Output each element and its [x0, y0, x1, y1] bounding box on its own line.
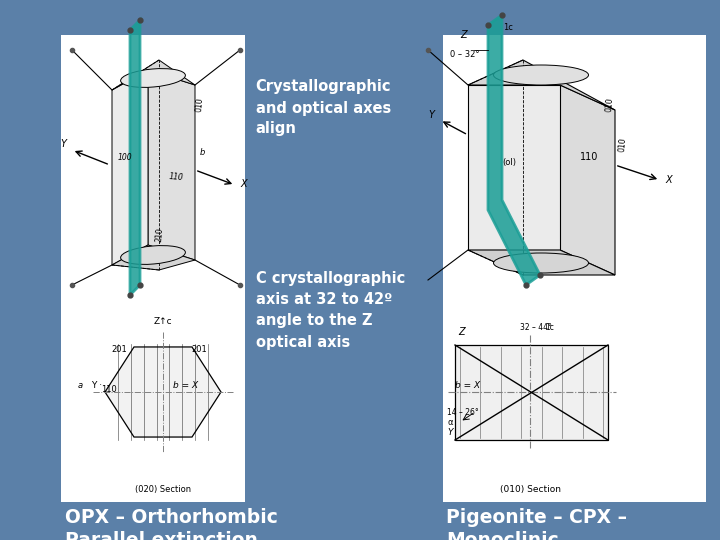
Polygon shape: [468, 60, 615, 110]
Text: 100: 100: [118, 153, 132, 162]
Polygon shape: [130, 20, 140, 295]
Text: 32 – 44°: 32 – 44°: [520, 323, 552, 332]
Text: 201: 201: [111, 345, 127, 354]
Polygon shape: [112, 245, 195, 270]
Ellipse shape: [121, 246, 185, 265]
Text: Y: Y: [428, 110, 434, 120]
Polygon shape: [112, 70, 148, 265]
Text: α: α: [447, 418, 452, 427]
Polygon shape: [468, 85, 560, 250]
Text: X: X: [665, 175, 672, 185]
Polygon shape: [560, 85, 615, 275]
Ellipse shape: [493, 253, 588, 273]
Text: Crystallographic
and optical axes
align: Crystallographic and optical axes align: [256, 79, 391, 137]
Text: b = X: b = X: [455, 381, 480, 390]
Bar: [61, 35, 245, 502]
Polygon shape: [488, 15, 540, 285]
Text: Z: Z: [458, 327, 464, 337]
Text: Y: Y: [60, 139, 66, 149]
Text: Z: Z: [460, 30, 467, 40]
Ellipse shape: [493, 65, 588, 85]
Text: 110: 110: [101, 385, 117, 394]
Text: Pigeonite – CPX –
Monoclinic
Inclined extinction: Pigeonite – CPX – Monoclinic Inclined ex…: [446, 508, 643, 540]
Text: OPX – Orthorhombic
Parallel extinction: OPX – Orthorhombic Parallel extinction: [65, 508, 278, 540]
Text: (010) Section: (010) Section: [500, 485, 560, 494]
Text: a: a: [78, 381, 83, 390]
Text: (020) Section: (020) Section: [135, 485, 191, 494]
Text: (ol): (ol): [502, 158, 516, 167]
Text: 14 – 26°: 14 – 26°: [447, 408, 479, 417]
Text: X: X: [240, 179, 247, 189]
Text: 201: 201: [191, 345, 207, 354]
Ellipse shape: [121, 69, 185, 87]
Text: Y ·: Y ·: [91, 381, 102, 390]
Text: Z↑c: Z↑c: [153, 317, 172, 326]
Text: 010: 010: [605, 97, 615, 112]
Polygon shape: [105, 347, 221, 437]
Polygon shape: [112, 60, 195, 90]
Polygon shape: [455, 345, 608, 440]
Polygon shape: [148, 70, 195, 260]
Text: b: b: [200, 148, 205, 157]
Text: 1c: 1c: [545, 323, 554, 332]
Text: 110: 110: [168, 172, 184, 182]
Text: 010: 010: [195, 97, 205, 112]
Text: b = X: b = X: [173, 381, 198, 390]
Text: C crystallographic
axis at 32 to 42º
angle to the Z
optical axis: C crystallographic axis at 32 to 42º ang…: [256, 272, 405, 349]
Text: 0 – 32°: 0 – 32°: [450, 50, 480, 59]
Polygon shape: [468, 250, 615, 275]
Text: 110: 110: [580, 152, 598, 162]
Text: Y: Y: [447, 428, 452, 437]
Text: 210: 210: [155, 227, 165, 242]
Text: 1c: 1c: [503, 23, 513, 32]
Text: 010: 010: [618, 137, 629, 152]
Bar: [443, 35, 706, 502]
